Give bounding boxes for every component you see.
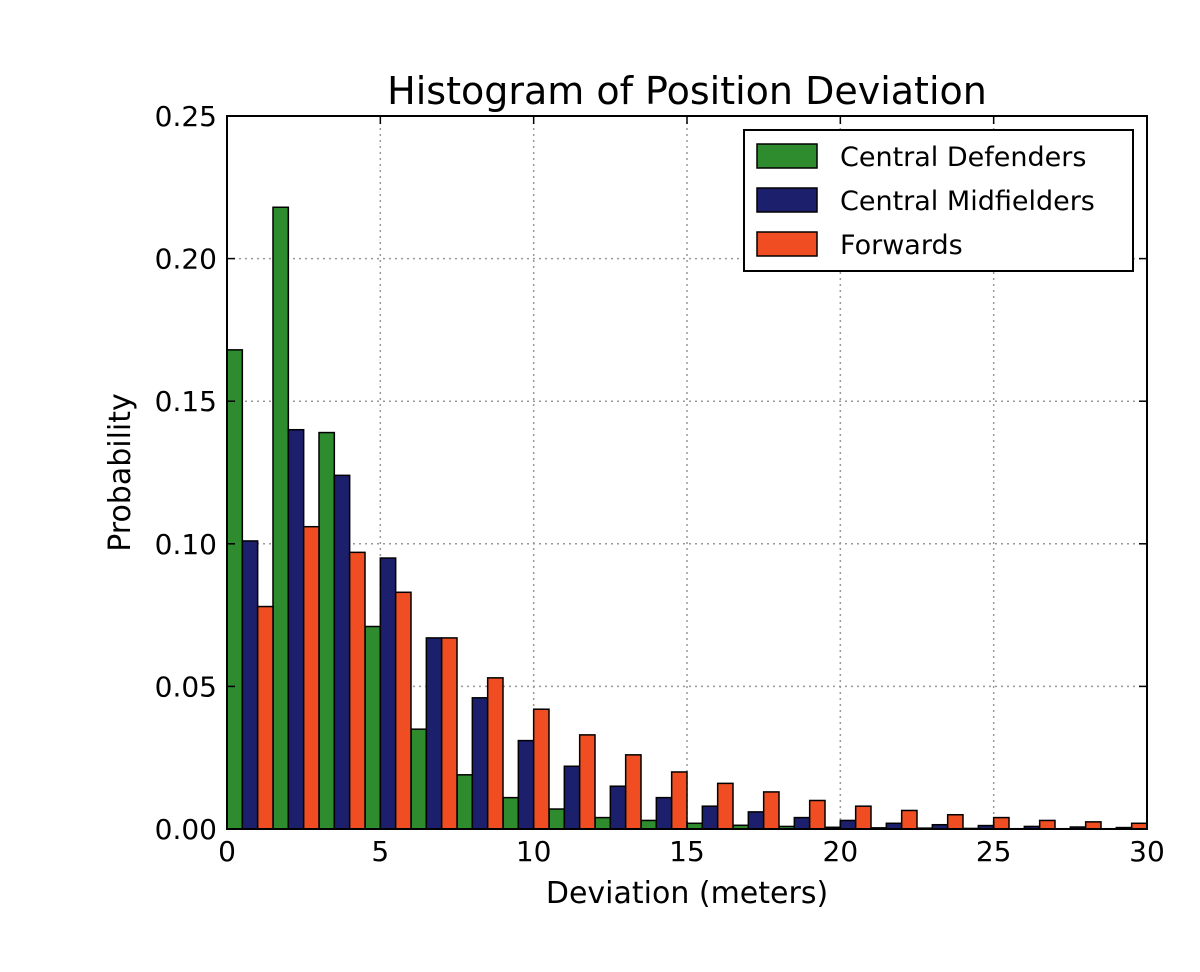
bar (854, 805, 872, 830)
bar (425, 637, 443, 830)
bar (946, 813, 964, 830)
bar (517, 739, 535, 830)
y-tick-label: 0.20 (155, 243, 217, 276)
bar (410, 728, 428, 830)
bar (379, 557, 397, 830)
bar (670, 771, 688, 830)
bar (563, 765, 581, 830)
bar (394, 591, 412, 830)
series-2 (256, 525, 1148, 830)
legend-swatch (756, 143, 818, 169)
axis-ticks: 0 5 10 15 20 25 30 0.00 0.05 0.10 0.15 0.20 0.25 (155, 100, 1165, 868)
y-tick-label: 0.00 (155, 813, 217, 846)
bar (839, 819, 857, 830)
legend-label: Central Defenders (840, 142, 1086, 173)
x-tick-label: 30 (1129, 835, 1165, 868)
y-axis-label: Probability (103, 393, 138, 552)
bar (747, 811, 765, 830)
bar (471, 697, 489, 830)
legend-swatch (756, 187, 818, 213)
y-tick-label: 0.15 (155, 385, 217, 418)
legend: Central Defenders Central Midfielders Forw… (743, 129, 1134, 272)
bar (624, 754, 642, 830)
bar (333, 474, 351, 830)
x-tick-label: 10 (516, 835, 552, 868)
bar (241, 540, 259, 830)
legend-swatch (756, 231, 818, 257)
bar (302, 525, 320, 830)
y-tick-label: 0.10 (155, 528, 217, 561)
bar (808, 799, 826, 830)
bar (318, 431, 336, 830)
legend-label: Forwards (840, 230, 963, 261)
bar (900, 809, 918, 830)
x-tick-label: 5 (371, 835, 389, 868)
bar (793, 816, 811, 830)
bar (456, 774, 474, 830)
bar (701, 805, 719, 830)
series-1 (241, 428, 1133, 830)
bar (992, 816, 1010, 830)
bar (486, 677, 504, 830)
bar (640, 819, 658, 830)
bar (364, 625, 382, 830)
bar (256, 605, 274, 830)
bar (502, 796, 520, 830)
bar (609, 785, 627, 830)
bar (532, 708, 550, 830)
bars (226, 206, 1148, 830)
bar (716, 782, 734, 830)
x-tick-label: 15 (669, 835, 705, 868)
bar (272, 206, 290, 830)
bar (655, 796, 673, 830)
bar (578, 734, 596, 830)
x-tick-label: 0 (218, 835, 236, 868)
bar (1038, 819, 1056, 830)
x-tick-label: 25 (976, 835, 1012, 868)
bar (594, 816, 612, 830)
x-tick-label: 20 (823, 835, 859, 868)
y-tick-label: 0.25 (155, 100, 217, 133)
legend-label: Central Midfielders (840, 186, 1095, 217)
bar (287, 428, 305, 830)
bar (548, 808, 566, 830)
y-tick-label: 0.05 (155, 670, 217, 703)
bar (762, 791, 780, 830)
chart-title: Histogram of Position Deviation (387, 69, 987, 113)
bar (1084, 821, 1102, 830)
bar (440, 637, 458, 830)
bar (226, 349, 244, 830)
bar (348, 551, 366, 830)
x-axis-label: Deviation (meters) (546, 876, 828, 911)
